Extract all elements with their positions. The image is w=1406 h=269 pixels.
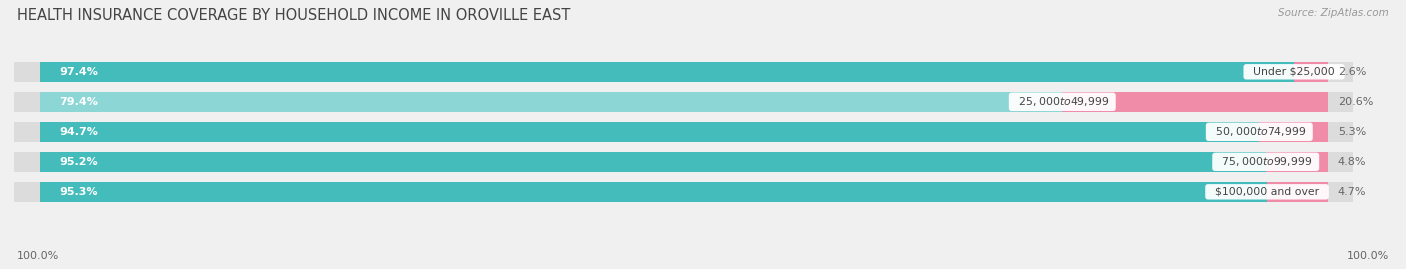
Text: 100.0%: 100.0% <box>1347 251 1389 261</box>
Text: 4.8%: 4.8% <box>1339 157 1367 167</box>
Bar <box>1294 62 1327 82</box>
Text: HEALTH INSURANCE COVERAGE BY HOUSEHOLD INCOME IN OROVILLE EAST: HEALTH INSURANCE COVERAGE BY HOUSEHOLD I… <box>17 8 571 23</box>
Text: Source: ZipAtlas.com: Source: ZipAtlas.com <box>1278 8 1389 18</box>
Text: 97.4%: 97.4% <box>59 67 98 77</box>
Bar <box>1063 92 1327 112</box>
Text: $25,000 to $49,999: $25,000 to $49,999 <box>1011 95 1114 108</box>
Bar <box>39 152 1265 172</box>
Bar <box>14 92 1354 112</box>
Bar <box>39 122 1260 142</box>
Text: Under $25,000: Under $25,000 <box>1246 67 1341 77</box>
Text: 94.7%: 94.7% <box>59 127 98 137</box>
Bar <box>14 62 1354 82</box>
Bar <box>39 182 1267 202</box>
Text: 2.6%: 2.6% <box>1339 67 1367 77</box>
Text: 95.2%: 95.2% <box>59 157 98 167</box>
Bar <box>14 122 1354 142</box>
Bar <box>1267 182 1327 202</box>
Text: 95.3%: 95.3% <box>59 187 97 197</box>
Text: $50,000 to $74,999: $50,000 to $74,999 <box>1209 125 1310 138</box>
Bar <box>14 182 1354 202</box>
Bar <box>39 62 1294 82</box>
Text: 79.4%: 79.4% <box>59 97 98 107</box>
Text: 100.0%: 100.0% <box>17 251 59 261</box>
Bar <box>1260 122 1327 142</box>
Text: 20.6%: 20.6% <box>1339 97 1374 107</box>
Text: 4.7%: 4.7% <box>1339 187 1367 197</box>
Bar <box>39 92 1063 112</box>
Text: 5.3%: 5.3% <box>1339 127 1367 137</box>
Text: $100,000 and over: $100,000 and over <box>1208 187 1326 197</box>
Legend: With Coverage, Without Coverage: With Coverage, Without Coverage <box>574 267 832 269</box>
Bar <box>14 152 1354 172</box>
Text: $75,000 to $99,999: $75,000 to $99,999 <box>1215 155 1316 168</box>
Bar <box>1265 152 1327 172</box>
